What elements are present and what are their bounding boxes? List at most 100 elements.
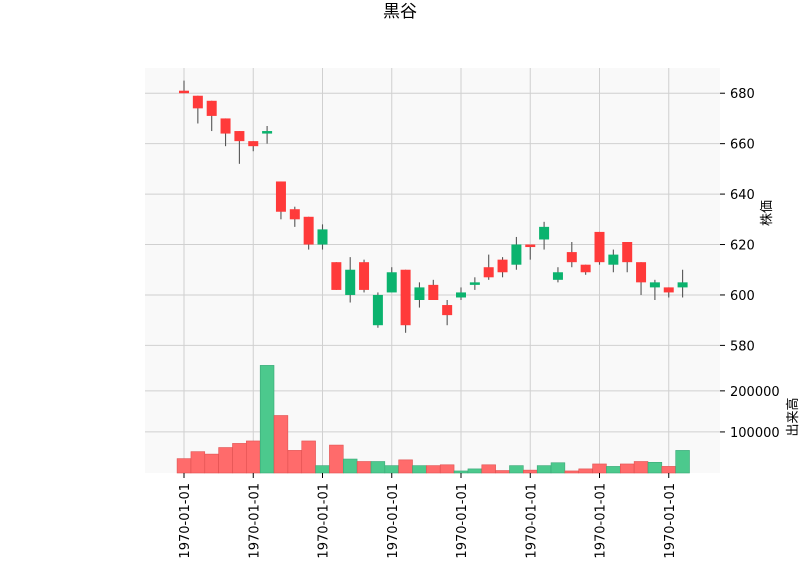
candle (622, 242, 633, 273)
x-tick-label: 1970-01-01 (663, 483, 678, 559)
candle (497, 257, 508, 278)
candle (552, 267, 563, 283)
candle (580, 264, 591, 275)
volume-bar (481, 464, 496, 474)
candle (192, 95, 203, 124)
candle (428, 279, 439, 300)
candle-body (456, 292, 466, 298)
candle (220, 118, 231, 147)
candle (469, 277, 480, 290)
chart-title: 黒谷 (383, 2, 417, 22)
x-tick-label: 1970-01-01 (386, 483, 401, 559)
candle-body (262, 131, 273, 134)
candle (317, 224, 328, 250)
x-tick-label: 1970-01-01 (247, 483, 262, 559)
candle (414, 282, 425, 308)
x-tick-label: 1970-01-01 (178, 483, 193, 559)
candle (594, 231, 605, 265)
volume-bar (342, 458, 358, 474)
volume-bar (190, 451, 206, 474)
candle (234, 131, 245, 164)
volume-bar (384, 465, 399, 474)
volume-bar (204, 453, 219, 474)
candle (663, 287, 674, 298)
volume-bar (578, 468, 593, 474)
candle (179, 80, 189, 94)
candle (289, 206, 300, 227)
candle-body (303, 216, 314, 245)
candle-body (317, 229, 328, 245)
volume-bar (356, 461, 372, 474)
volume-bar (246, 440, 261, 474)
x-tick-label: 1970-01-01 (524, 483, 539, 559)
candle (262, 126, 273, 144)
candle-body (511, 244, 522, 265)
candle-body (372, 294, 383, 326)
candle-body (663, 287, 674, 293)
volume-bar (536, 465, 552, 474)
volume-bar (287, 450, 302, 474)
candle-body (234, 131, 245, 142)
volume-bar (606, 466, 621, 474)
volume-bar (592, 463, 607, 474)
candle (303, 216, 314, 250)
candle (636, 262, 647, 295)
volume-bar (509, 465, 524, 474)
candle-body (442, 305, 453, 316)
candle-body (497, 259, 508, 273)
price-tick-label: 600 (730, 289, 755, 304)
candle-body (580, 264, 591, 273)
candle (511, 236, 522, 270)
volume-bar (647, 462, 663, 474)
volume-bar (329, 444, 344, 474)
volume-axis-ticks: 100000 200000 (720, 385, 780, 441)
candle-body (525, 244, 536, 248)
candle (677, 269, 688, 298)
candle (372, 292, 383, 328)
candle (359, 259, 370, 293)
candle-body (414, 287, 425, 300)
price-plot-background (145, 68, 720, 358)
candle-body (206, 100, 217, 116)
volume-bar (218, 447, 233, 474)
volume-tick-label: 100000 (730, 426, 780, 441)
volume-bar (619, 463, 635, 474)
price-tick-label: 620 (730, 239, 755, 254)
candle-body (192, 95, 203, 109)
x-tick-label: 1970-01-01 (317, 483, 332, 559)
volume-bars (176, 365, 690, 474)
candle (331, 262, 342, 290)
volume-bar (675, 450, 690, 474)
volume-bar (273, 415, 289, 474)
candle (206, 100, 217, 132)
volume-bar (301, 440, 316, 474)
candle-body (179, 90, 189, 94)
volume-bar (439, 464, 455, 474)
candle (345, 257, 356, 303)
candle-body (552, 272, 563, 280)
price-tick-label: 640 (730, 188, 755, 203)
candle-body (539, 226, 550, 240)
volume-bar (412, 465, 427, 474)
price-axis-label: 株価 (760, 200, 775, 226)
candle-body (289, 209, 300, 220)
candle (400, 269, 411, 333)
candle-body (594, 231, 605, 263)
candle-body (469, 282, 480, 285)
candle-body (636, 262, 647, 283)
volume-axis-label: 出来高 (785, 397, 800, 436)
candles (179, 80, 688, 333)
price-axis-ticks: 580 600 620 640 660 680 (720, 87, 755, 354)
volume-bar (426, 465, 441, 474)
candle-body (386, 272, 397, 293)
x-tick-label: 1970-01-01 (594, 483, 609, 559)
candle (649, 279, 660, 300)
candle-body (275, 181, 286, 212)
price-tick-label: 680 (730, 87, 755, 102)
candle-body (649, 282, 660, 288)
candle (248, 141, 259, 152)
candle (608, 249, 619, 273)
price-tick-label: 660 (730, 138, 755, 153)
volume-bar (523, 469, 538, 474)
